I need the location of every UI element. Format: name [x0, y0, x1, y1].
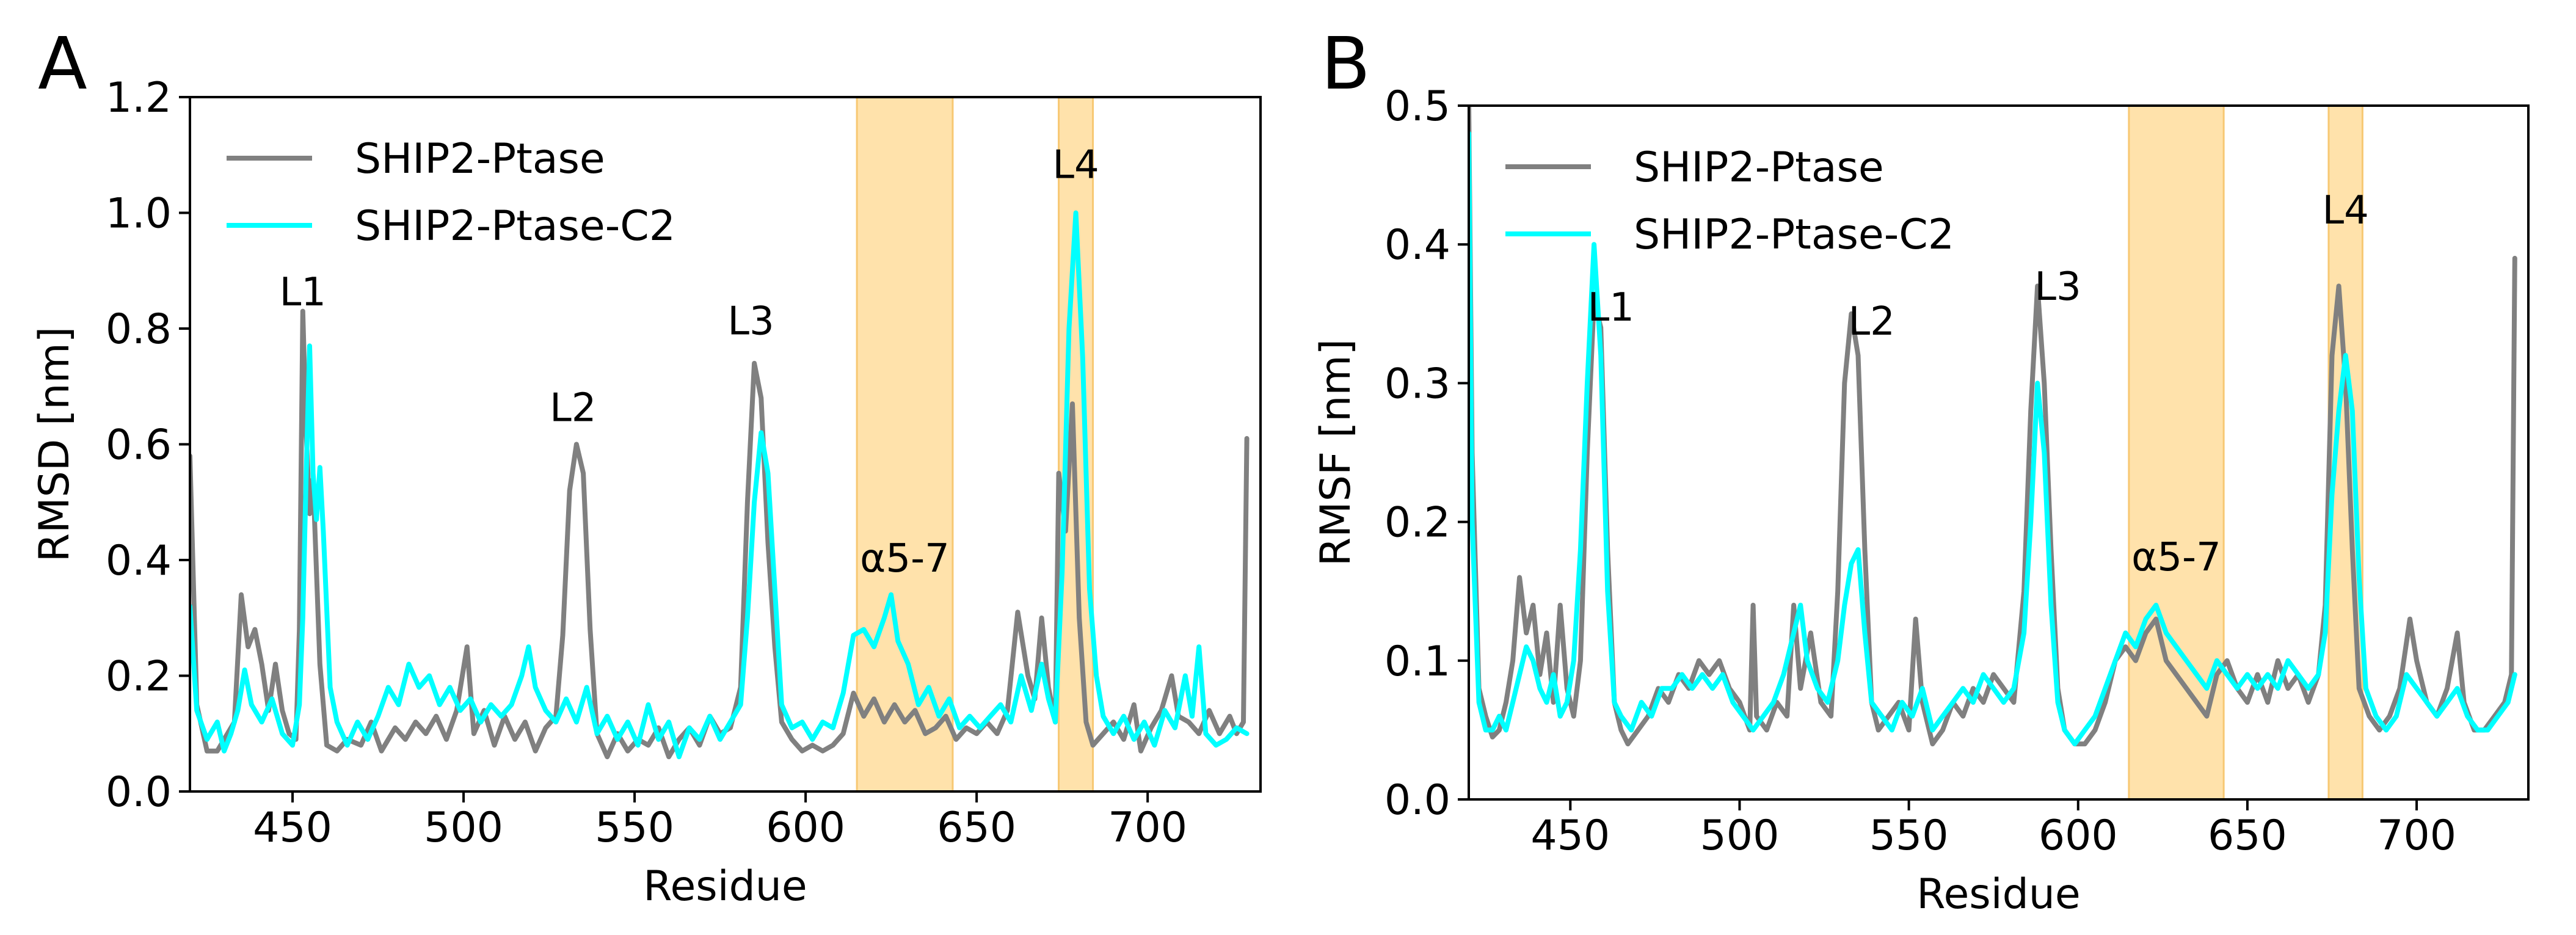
panel-b: 450 500 550 600 650 700 0.0 0.1 0.2 0.3 0.4 0.5 Resi… — [1312, 21, 2530, 919]
legend-label-ship2-ptase-c2: SHIP2-Ptase-C2 — [355, 202, 675, 250]
x-tick-label: 450 — [1530, 812, 1610, 860]
y-axis-label: RMSD [nm] — [31, 327, 79, 562]
panel-letter: A — [38, 21, 87, 106]
y-tick-label: 0.4 — [1384, 221, 1450, 269]
x-tick-label: 550 — [1869, 812, 1949, 860]
annotation-label: L4 — [2322, 188, 2368, 233]
y-tick-label: 0.4 — [106, 537, 172, 585]
x-tick-label: 500 — [424, 804, 503, 852]
y-tick-label: 0.0 — [1384, 776, 1450, 824]
x-tick-label: 700 — [1108, 804, 1187, 852]
annotation-label: L4 — [1052, 143, 1099, 188]
y-tick-label: 1.0 — [106, 190, 172, 238]
y-tick-label: 0.2 — [106, 653, 172, 701]
y-tick-label: 0.1 — [1384, 638, 1450, 686]
x-axis-label: Residue — [1916, 870, 2080, 919]
x-axis-label: Residue — [643, 862, 807, 911]
series-line-ship2-ptase-c2 — [190, 210, 1250, 760]
legend-label-ship2-ptase-c2: SHIP2-Ptase-C2 — [1634, 211, 1954, 259]
annotation-label: L2 — [1848, 299, 1894, 344]
panel-letter: B — [1321, 21, 1370, 106]
y-tick-label: 0.2 — [1384, 499, 1450, 547]
x-tick-label: 600 — [766, 804, 845, 852]
series-group — [1469, 106, 2517, 747]
legend-label-ship2-ptase: SHIP2-Ptase — [355, 135, 605, 183]
x-tick-label: 450 — [253, 804, 332, 852]
annotation-label: L2 — [550, 386, 596, 431]
series-group — [190, 210, 1250, 760]
highlight-region-alpha5-7 — [856, 96, 954, 793]
annotation-label: L3 — [2034, 264, 2081, 310]
x-tick-label: 700 — [2377, 812, 2456, 860]
annotation-label: α5-7 — [860, 536, 950, 581]
legend-label-ship2-ptase: SHIP2-Ptase — [1634, 144, 1884, 192]
annotation-label: L3 — [727, 299, 774, 344]
y-tick-label: 0.3 — [1384, 360, 1450, 408]
y-tick-label: 0.5 — [1384, 82, 1450, 131]
x-tick-label: 650 — [2208, 812, 2287, 860]
x-tick-label: 600 — [2039, 812, 2118, 860]
series-line-ship2-ptase-c2 — [1469, 131, 2517, 747]
y-tick-label: 0.0 — [106, 768, 172, 817]
y-tick-label: 0.8 — [106, 305, 172, 354]
x-tick-label: 550 — [595, 804, 674, 852]
annotation-label: α5-7 — [2131, 535, 2221, 580]
y-tick-label: 1.2 — [106, 74, 172, 122]
y-axis-label: RMSF [nm] — [1312, 339, 1360, 566]
x-tick-label: 500 — [1700, 812, 1780, 860]
y-tick-label: 0.6 — [106, 421, 172, 470]
annotation-label: L1 — [1588, 285, 1634, 330]
plot-frame — [1468, 104, 2530, 801]
panel-a: 450 500 550 600 650 700 0.0 0.2 0.4 0.6 0.8 1.0 1.2 R… — [31, 21, 1262, 911]
x-tick-label: 650 — [937, 804, 1016, 852]
annotation-label: L1 — [280, 270, 326, 315]
